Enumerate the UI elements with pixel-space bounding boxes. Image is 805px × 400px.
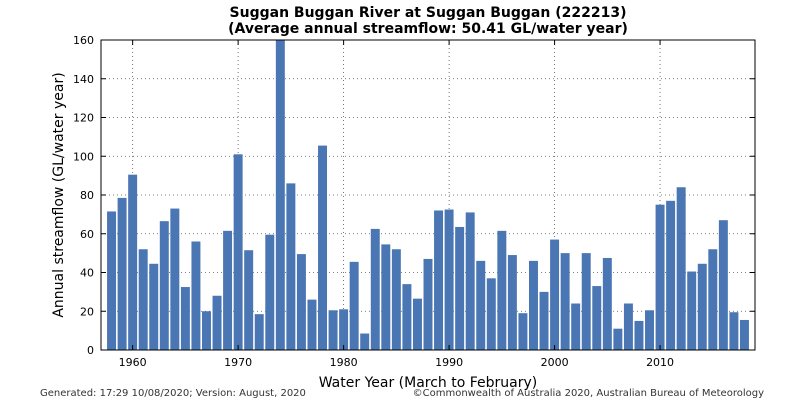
bar-2007	[623, 303, 633, 350]
bar-1987	[412, 298, 422, 350]
bar-2015	[708, 249, 718, 350]
bar-2001	[560, 253, 570, 350]
bar-1964	[170, 208, 180, 350]
bar-1991	[455, 226, 465, 350]
x-tick-label: 1990	[435, 356, 463, 369]
bar-2014	[697, 263, 707, 350]
bar-1972	[254, 314, 264, 350]
bar-1965	[180, 287, 190, 350]
bar-2017	[729, 312, 739, 350]
bar-1985	[391, 249, 401, 350]
bar-1961	[138, 249, 148, 350]
x-tick-label: 1960	[119, 356, 147, 369]
bar-1980	[339, 309, 349, 350]
chart-subtitle: (Average annual streamflow: 50.41 GL/wat…	[228, 21, 628, 37]
bar-1971	[244, 250, 254, 350]
y-tick-label: 20	[80, 305, 94, 318]
y-tick-label: 80	[80, 189, 94, 202]
bar-1999	[539, 291, 549, 350]
bar-1969	[223, 230, 233, 350]
y-tick-label: 160	[73, 34, 94, 47]
x-tick-label: 2010	[646, 356, 674, 369]
bar-2013	[687, 271, 697, 350]
footer-generated: Generated: 17:29 10/08/2020; Version: Au…	[40, 388, 306, 399]
bar-1981	[349, 261, 359, 350]
y-tick-label: 100	[73, 150, 94, 163]
bar-1979	[328, 310, 338, 350]
y-axis-title: Annual streamflow (GL/water year)	[51, 72, 67, 317]
footer-copyright: ©Commonwealth of Australia 2020, Austral…	[413, 388, 764, 399]
bar-2016	[718, 220, 728, 350]
grid	[101, 40, 755, 350]
bar-2011	[666, 200, 676, 350]
bar-2006	[613, 328, 623, 350]
bar-1995	[497, 230, 507, 350]
x-tick-label: 2000	[541, 356, 569, 369]
bar-1997	[518, 313, 528, 350]
x-axis-title: Water Year (March to February)	[319, 375, 538, 391]
bar-1975	[286, 183, 296, 350]
bar-1977	[307, 299, 317, 350]
bar-1959	[117, 197, 127, 350]
bar-1967	[202, 311, 211, 350]
bar-1993	[476, 260, 486, 350]
bar-1968	[212, 295, 222, 350]
bar-2012	[676, 187, 686, 350]
bar-1984	[381, 244, 391, 350]
bar-1978	[318, 145, 327, 350]
bar-1983	[370, 228, 380, 350]
bar-1990	[444, 209, 454, 350]
bar-1960	[128, 174, 138, 350]
bar-1989	[434, 210, 444, 350]
bar-1973	[265, 234, 275, 350]
bar-1996	[507, 255, 517, 350]
bars	[107, 40, 749, 350]
y-tick-label: 0	[87, 344, 94, 357]
bar-2008	[634, 320, 644, 350]
x-tick-label: 1980	[330, 356, 358, 369]
bar-1988	[423, 258, 433, 350]
bar-1966	[191, 241, 201, 350]
bar-2000	[550, 239, 560, 350]
bar-2009	[645, 310, 654, 350]
bar-1998	[529, 260, 538, 350]
bar-1963	[159, 221, 169, 350]
bar-1976	[296, 254, 306, 350]
bar-2004	[592, 286, 602, 350]
y-tick-label: 40	[80, 267, 94, 280]
y-tick-label: 140	[73, 73, 94, 86]
bar-1982	[360, 333, 370, 350]
bar-1962	[149, 263, 159, 350]
bar-1994	[486, 278, 496, 350]
bar-2003	[581, 253, 591, 350]
y-tick-label: 60	[80, 228, 94, 241]
bar-2002	[571, 303, 581, 350]
ticks: 0 20 40 60 80 100 120 140 160 1960 1970 1980 1990 200…	[73, 34, 755, 369]
bar-1986	[402, 284, 412, 350]
bar-1974	[275, 40, 285, 350]
bar-1958	[107, 211, 117, 350]
bar-2018	[739, 319, 749, 350]
chart-title: Suggan Buggan River at Suggan Buggan (22…	[230, 5, 627, 21]
bar-1970	[233, 154, 243, 350]
x-tick-label: 1970	[224, 356, 252, 369]
y-tick-label: 120	[73, 112, 94, 125]
bar-2010	[655, 204, 665, 350]
bar-2005	[602, 257, 612, 350]
bar-1992	[465, 212, 475, 350]
